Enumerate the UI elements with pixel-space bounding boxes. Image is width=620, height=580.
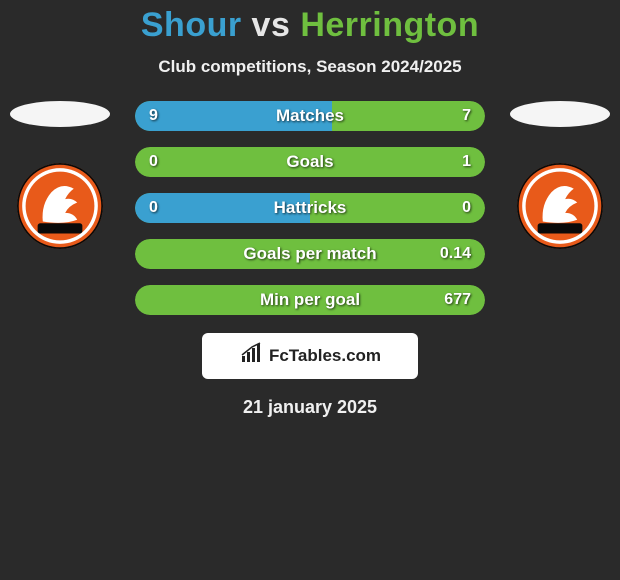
- stat-row: Goals per match 0.14: [135, 239, 485, 269]
- source-badge: FcTables.com: [202, 333, 418, 379]
- left-player-placeholder: [10, 101, 110, 127]
- stat-bar-right: [135, 147, 485, 177]
- stat-bar-left: [135, 193, 310, 223]
- page-title: Shour vs Herrington: [0, 6, 620, 45]
- stat-row: Min per goal 677: [135, 285, 485, 315]
- stat-row: 0 Goals 1: [135, 147, 485, 177]
- player2-name: Herrington: [300, 6, 479, 44]
- stat-row: 0 Hattricks 0: [135, 193, 485, 223]
- player1-name: Shour: [141, 6, 242, 44]
- subtitle: Club competitions, Season 2024/2025: [0, 57, 620, 77]
- left-player-column: [10, 101, 110, 249]
- left-club-badge: [17, 163, 103, 249]
- stat-bar-right: [135, 285, 485, 315]
- stat-bar-right: [135, 239, 485, 269]
- bar-chart-icon: [239, 342, 263, 371]
- stat-bar-left: [135, 101, 332, 131]
- right-club-badge: [517, 163, 603, 249]
- date-text: 21 january 2025: [0, 397, 620, 418]
- stat-row: 9 Matches 7: [135, 101, 485, 131]
- source-text: FcTables.com: [269, 346, 381, 366]
- vs-text: vs: [252, 6, 291, 44]
- stats-bars: 9 Matches 7 0 Goals 1 0 Hattricks 0 Goal…: [135, 101, 485, 315]
- right-player-column: [510, 101, 610, 249]
- right-player-placeholder: [510, 101, 610, 127]
